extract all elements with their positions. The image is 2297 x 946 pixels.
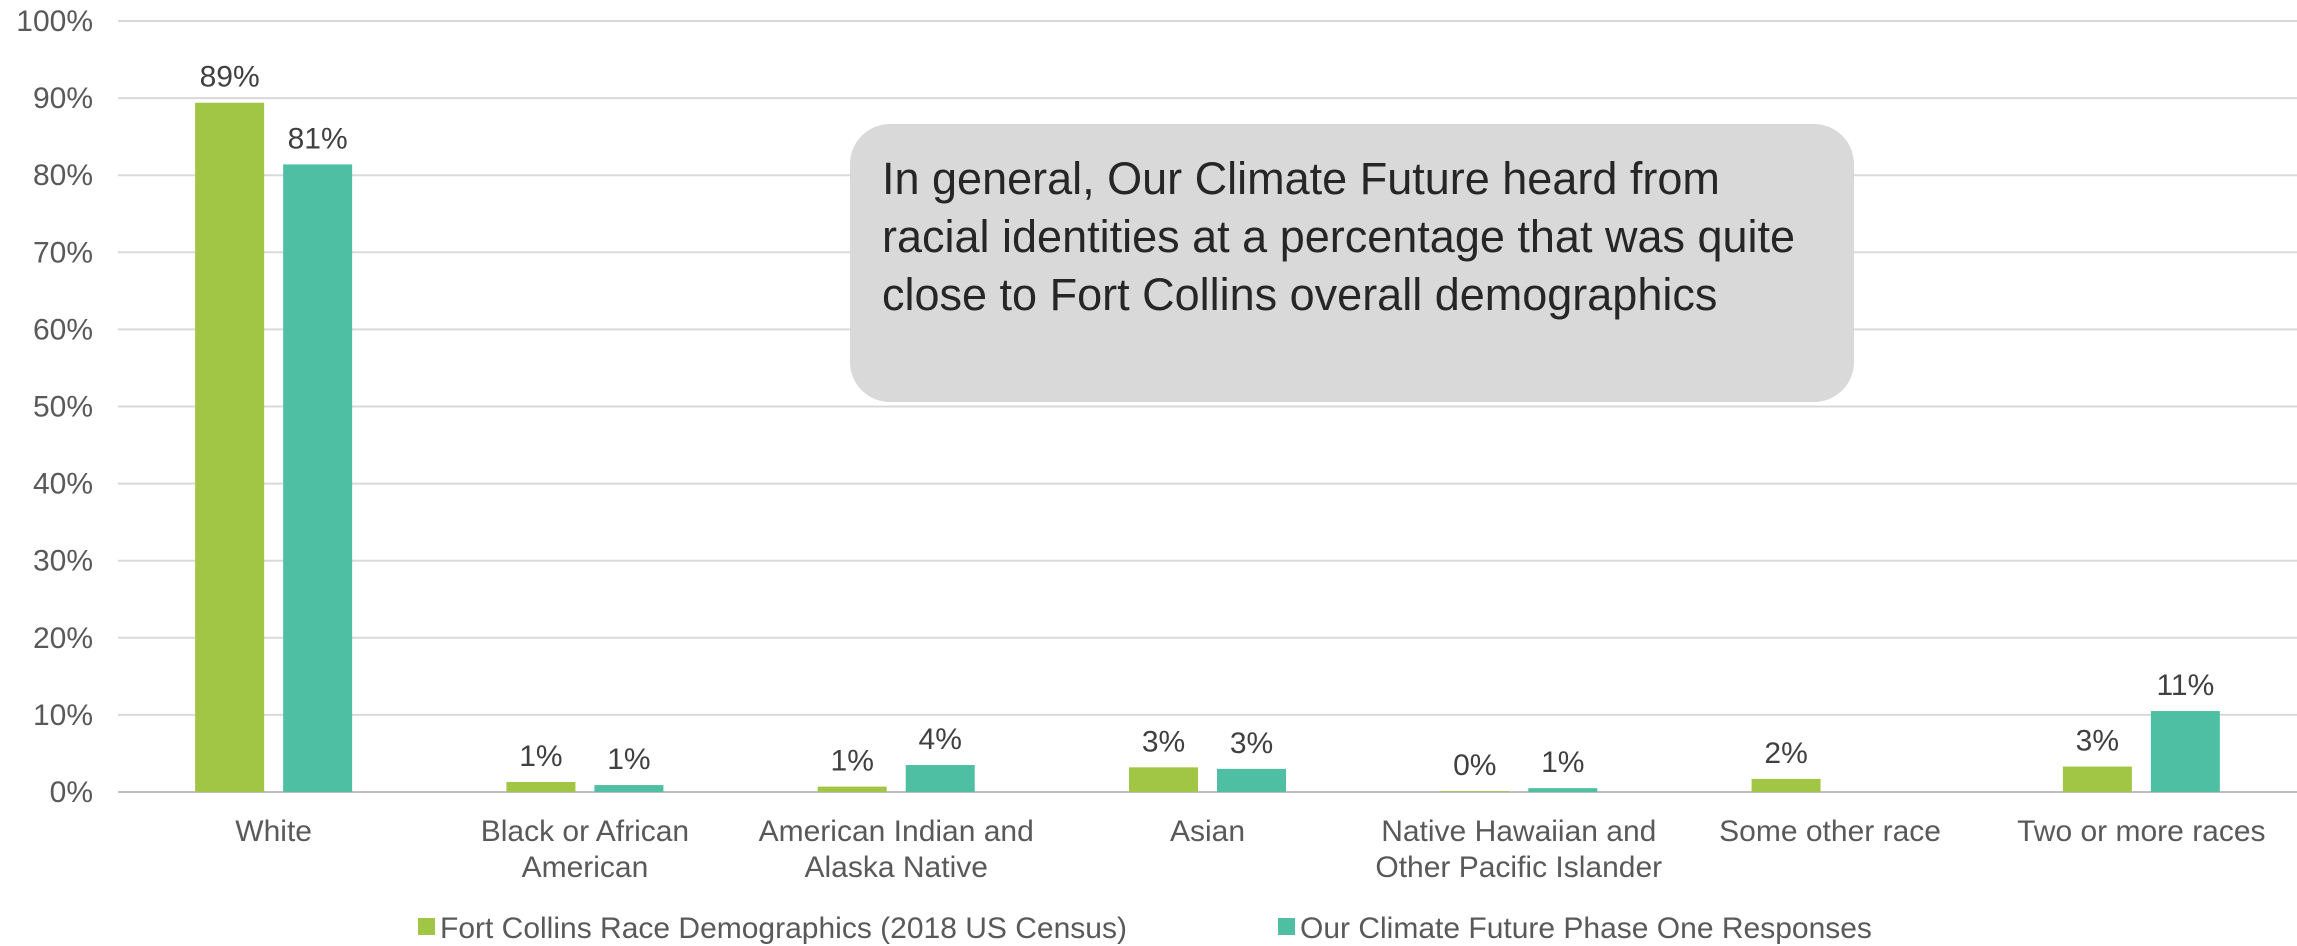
data-label: 3% <box>2076 725 2119 758</box>
bar <box>1528 788 1598 792</box>
y-tick-label: 40% <box>33 468 93 501</box>
callout-box: In general, Our Climate Future heard fro… <box>850 124 1854 402</box>
legend-swatch <box>418 918 435 935</box>
y-tick-label: 90% <box>33 82 93 115</box>
data-label: 1% <box>519 740 562 773</box>
legend-label: Fort Collins Race Demographics (2018 US … <box>440 912 1127 945</box>
data-label: 2% <box>1764 737 1807 770</box>
y-tick-label: 10% <box>33 699 93 732</box>
bar <box>817 786 887 792</box>
category-label: American <box>522 851 649 884</box>
data-label: 81% <box>288 122 348 155</box>
data-label: 3% <box>1142 725 1185 758</box>
bars <box>195 102 2220 792</box>
legend-label: Our Climate Future Phase One Responses <box>1300 912 1872 945</box>
bar <box>1217 768 1286 792</box>
y-tick-label: 80% <box>33 159 93 192</box>
data-label: 1% <box>607 743 650 776</box>
y-tick-label: 70% <box>33 236 93 269</box>
y-tick-label: 100% <box>16 5 93 38</box>
bar <box>1129 767 1198 792</box>
category-label: White <box>235 815 312 848</box>
category-label: Asian <box>1170 815 1245 848</box>
category-label: Native Hawaiian and <box>1381 815 1656 848</box>
category-label: Other Pacific Islander <box>1375 851 1662 884</box>
bar <box>1440 791 1510 792</box>
category-label: Some other race <box>1719 815 1941 848</box>
bar <box>283 164 353 792</box>
data-label: 89% <box>200 61 260 94</box>
y-tick-label: 20% <box>33 622 93 655</box>
data-label: 3% <box>1230 727 1273 760</box>
category-label: American Indian and <box>759 815 1034 848</box>
y-tick-label: 0% <box>50 776 93 809</box>
data-label: 0% <box>1453 749 1496 782</box>
bar <box>1751 778 1821 792</box>
legend: Fort Collins Race Demographics (2018 US … <box>418 912 1872 945</box>
bar <box>905 765 975 792</box>
bar <box>506 781 576 792</box>
data-labels: 89% 81% 1% 1% 1% 4% 3% 3% 0% 1% 2% 3% 11% <box>200 61 2215 783</box>
bar <box>195 102 265 792</box>
bar <box>594 785 664 792</box>
data-label: 1% <box>1541 746 1584 779</box>
data-label: 1% <box>831 745 874 778</box>
y-tick-label: 30% <box>33 545 93 578</box>
bar <box>2062 766 2132 792</box>
y-tick-label: 50% <box>33 391 93 424</box>
data-label: 4% <box>919 723 962 756</box>
category-label: Two or more races <box>2017 815 2265 848</box>
legend-swatch <box>1278 918 1295 935</box>
category-label: Alaska Native <box>805 851 988 884</box>
y-axis-ticks: 0% 10% 20% 30% 40% 50% 60% 70% 80% 90% 100% <box>16 5 93 809</box>
category-label: Black or African <box>481 815 689 848</box>
y-tick-label: 60% <box>33 313 93 346</box>
data-label: 11% <box>2156 669 2214 702</box>
bar <box>2150 711 2220 792</box>
callout-text: In general, Our Climate Future heard fro… <box>882 153 1796 320</box>
